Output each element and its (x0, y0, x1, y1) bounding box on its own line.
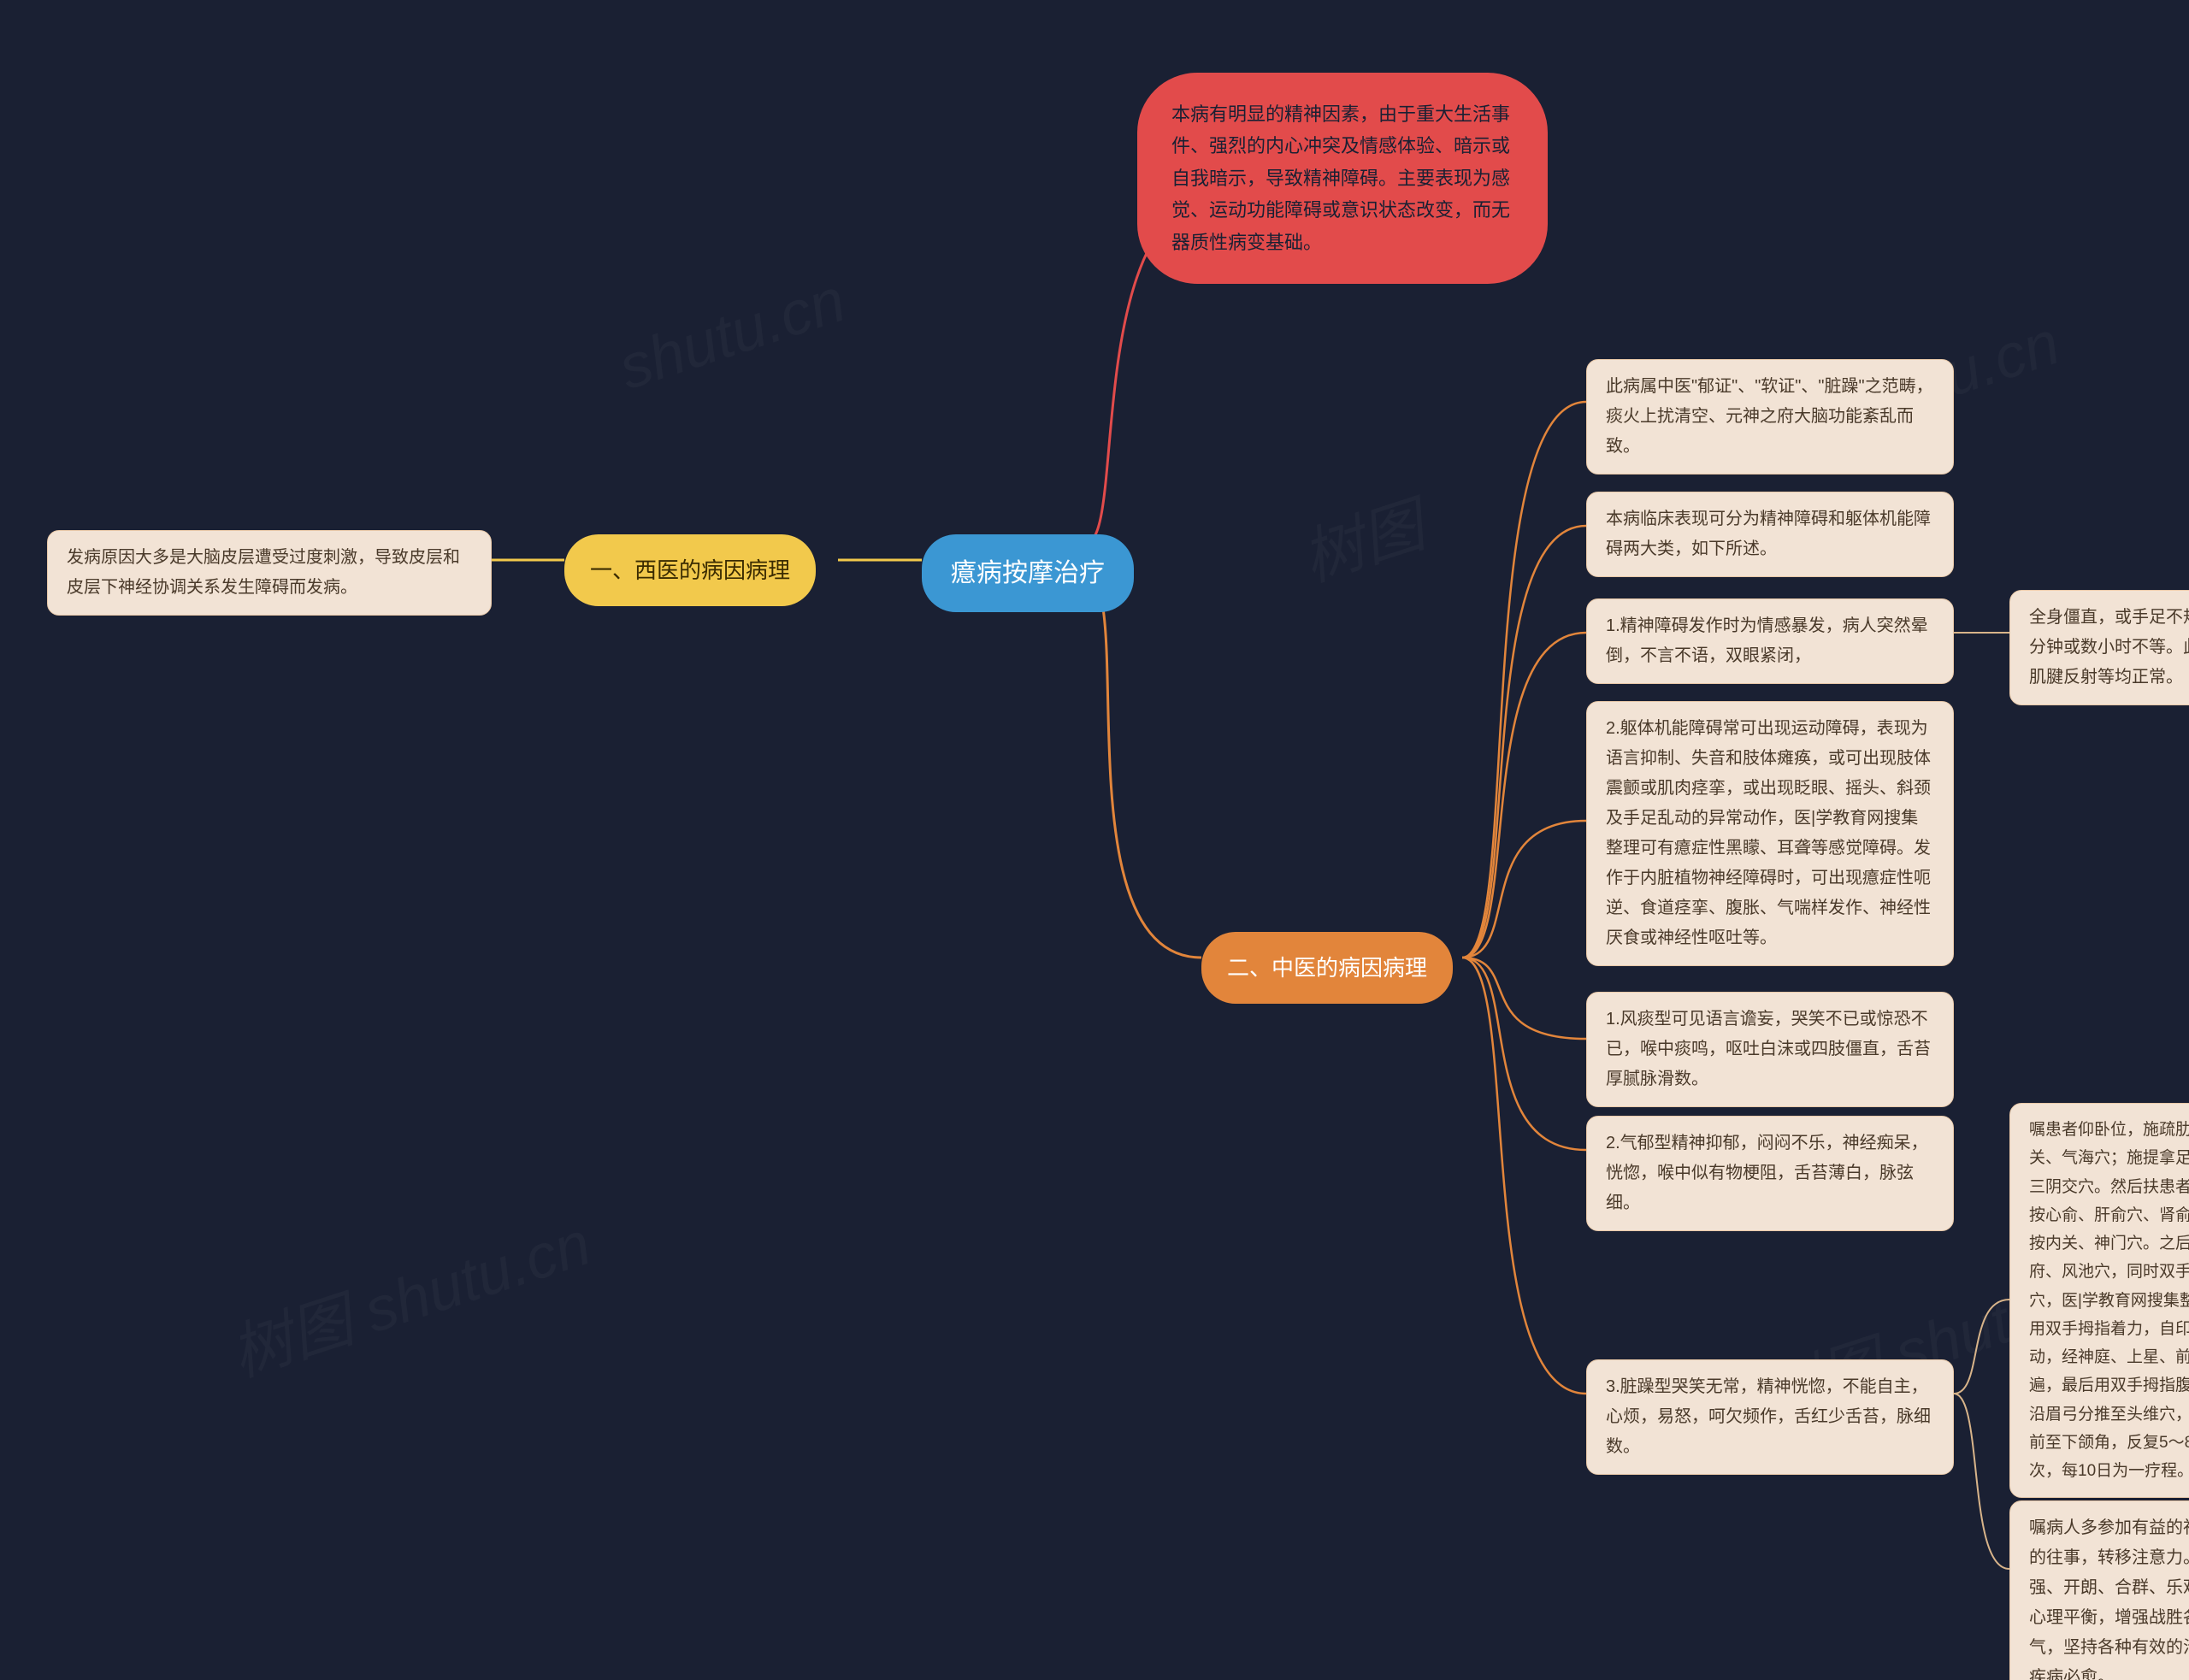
east-leaf-3[interactable]: 2.躯体机能障碍常可出现运动障碍，表现为语言抑制、失音和肢体瘫痪，或可出现肢体震… (1586, 701, 1954, 966)
east-branch[interactable]: 二、中医的病因病理 (1201, 932, 1453, 1004)
west-leaf-text: 发病原因大多是大脑皮层遭受过度刺激，导致皮层和皮层下神经协调关系发生障碍而发病。 (67, 548, 460, 597)
west-label: 一、西医的病因病理 (590, 551, 790, 589)
leaf-text: 此病属中医"郁证"、"软证"、"脏躁"之范畴，痰火上扰清空、元神之府大脑功能紊乱… (1606, 377, 1933, 456)
watermark: 树图 (1289, 475, 1433, 598)
leaf-text: 2.气郁型精神抑郁，闷闷不乐，神经痴呆，恍惚，喉中似有物梗阻，舌苔薄白，脉弦细。 (1606, 1134, 1928, 1212)
leaf-text: 2.躯体机能障碍常可出现运动障碍，表现为语言抑制、失音和肢体瘫痪，或可出现肢体震… (1606, 719, 1931, 947)
leaf-text: 全身僵直，或手足不规律地舞动，持续十余分钟或数小时不等。此时意识、眼球运动、肌腱… (2029, 608, 2189, 687)
watermark: shutu.cn (611, 265, 853, 404)
east-leaf-1[interactable]: 本病临床表现可分为精神障碍和躯体机能障碍两大类，如下所述。 (1586, 492, 1954, 577)
root-label: 癔病按摩治疗 (951, 551, 1105, 595)
leaf-text: 1.精神障碍发作时为情感暴发，病人突然晕倒，不言不语，双眼紧闭， (1606, 616, 1928, 665)
east-leaf-2[interactable]: 1.精神障碍发作时为情感暴发，病人突然晕倒，不言不语，双眼紧闭， (1586, 598, 1954, 684)
east-leaf-5[interactable]: 2.气郁型精神抑郁，闷闷不乐，神经痴呆，恍惚，喉中似有物梗阻，舌苔薄白，脉弦细。 (1586, 1116, 1954, 1231)
east-label: 二、中医的病因病理 (1227, 949, 1427, 987)
watermark: 树图 shutu.cn (217, 1193, 599, 1394)
east-leaf-4[interactable]: 1.风痰型可见语言谵妄，哭笑不已或惊恐不已，喉中痰鸣，呕吐白沫或四肢僵直，舌苔厚… (1586, 992, 1954, 1107)
west-leaf[interactable]: 发病原因大多是大脑皮层遭受过度刺激，导致皮层和皮层下神经协调关系发生障碍而发病。 (47, 530, 492, 616)
east-leaf-6[interactable]: 3.脏躁型哭笑无常，精神恍惚，不能自主，心烦，易怒，呵欠频作，舌红少舌苔，脉细数… (1586, 1359, 1954, 1475)
east-leaf-0[interactable]: 此病属中医"郁证"、"软证"、"脏躁"之范畴，痰火上扰清空、元神之府大脑功能紊乱… (1586, 359, 1954, 475)
leaf-text: 嘱病人多参加有益的社会活动，忘却不愉快的往事，转移注意力。要从小培养适应能力强、… (2029, 1518, 2189, 1680)
leaf-text: 1.风痰型可见语言谵妄，哭笑不已或惊恐不已，喉中痰鸣，呕吐白沫或四肢僵直，舌苔厚… (1606, 1010, 1931, 1088)
intro-text: 本病有明显的精神因素，由于重大生活事件、强烈的内心冲突及情感体验、暗示或自我暗示… (1171, 98, 1513, 258)
east-leaf-6-child-1[interactable]: 嘱病人多参加有益的社会活动，忘却不愉快的往事，转移注意力。要从小培养适应能力强、… (2009, 1500, 2189, 1680)
intro-node[interactable]: 本病有明显的精神因素，由于重大生活事件、强烈的内心冲突及情感体验、暗示或自我暗示… (1137, 73, 1548, 284)
leaf-text: 本病临床表现可分为精神障碍和躯体机能障碍两大类，如下所述。 (1606, 510, 1931, 558)
leaf-text: 3.脏躁型哭笑无常，精神恍惚，不能自主，心烦，易怒，呵欠频作，舌红少舌苔，脉细数… (1606, 1377, 1931, 1456)
leaf-text: 嘱患者仰卧位，施疏肋开胸顺气法，点按下关、气海穴；施提拿足三阴法，点按足三里、三… (2029, 1121, 2189, 1480)
east-leaf-6-child-0[interactable]: 嘱患者仰卧位，施疏肋开胸顺气法，点按下关、气海穴；施提拿足三阴法，点按足三里、三… (2009, 1103, 2189, 1498)
west-branch[interactable]: 一、西医的病因病理 (564, 534, 816, 606)
root-node[interactable]: 癔病按摩治疗 (922, 534, 1134, 612)
east-leaf-2-child[interactable]: 全身僵直，或手足不规律地舞动，持续十余分钟或数小时不等。此时意识、眼球运动、肌腱… (2009, 590, 2189, 705)
